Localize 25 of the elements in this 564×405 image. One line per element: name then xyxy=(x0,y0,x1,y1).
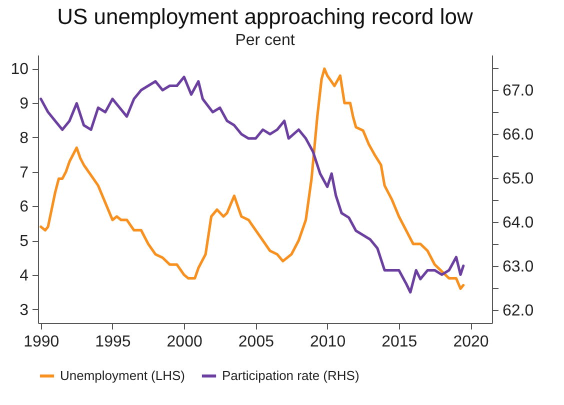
y-tick-label: 7 xyxy=(20,164,29,182)
x-tick-label: 2015 xyxy=(382,334,418,350)
chart-subtitle: Per cent xyxy=(235,32,296,49)
chart-title: US unemployment approaching record low xyxy=(57,4,473,29)
x-tick-label: 1995 xyxy=(95,334,131,350)
y-tick-label: 3 xyxy=(20,302,29,319)
x-tick-label: 2010 xyxy=(310,334,346,350)
y2-tick-label: 64.0 xyxy=(502,214,534,232)
y2-tick-label: 66.0 xyxy=(502,126,534,144)
x-tick-label: 2000 xyxy=(166,334,202,350)
legend-label: Unemployment (LHS) xyxy=(60,368,185,383)
x-tick-label: 2005 xyxy=(238,334,274,350)
y2-tick-label: 67.0 xyxy=(502,82,534,100)
y-tick-label: 8 xyxy=(20,130,29,147)
y-tick-label: 9 xyxy=(20,96,29,113)
x-tick-label: 2020 xyxy=(453,334,489,350)
y-tick-label: 6 xyxy=(20,198,29,216)
y-tick-label: 5 xyxy=(20,233,29,250)
y2-tick-label: 63.0 xyxy=(502,258,534,276)
x-tick-label: 1990 xyxy=(24,334,60,350)
y2-tick-label: 65.0 xyxy=(502,170,534,188)
y2-tick-label: 62.0 xyxy=(502,302,534,320)
legend-label: Participation rate (RHS) xyxy=(222,368,360,383)
y-tick-label: 4 xyxy=(20,267,29,284)
y-tick-label: 10 xyxy=(10,61,29,78)
